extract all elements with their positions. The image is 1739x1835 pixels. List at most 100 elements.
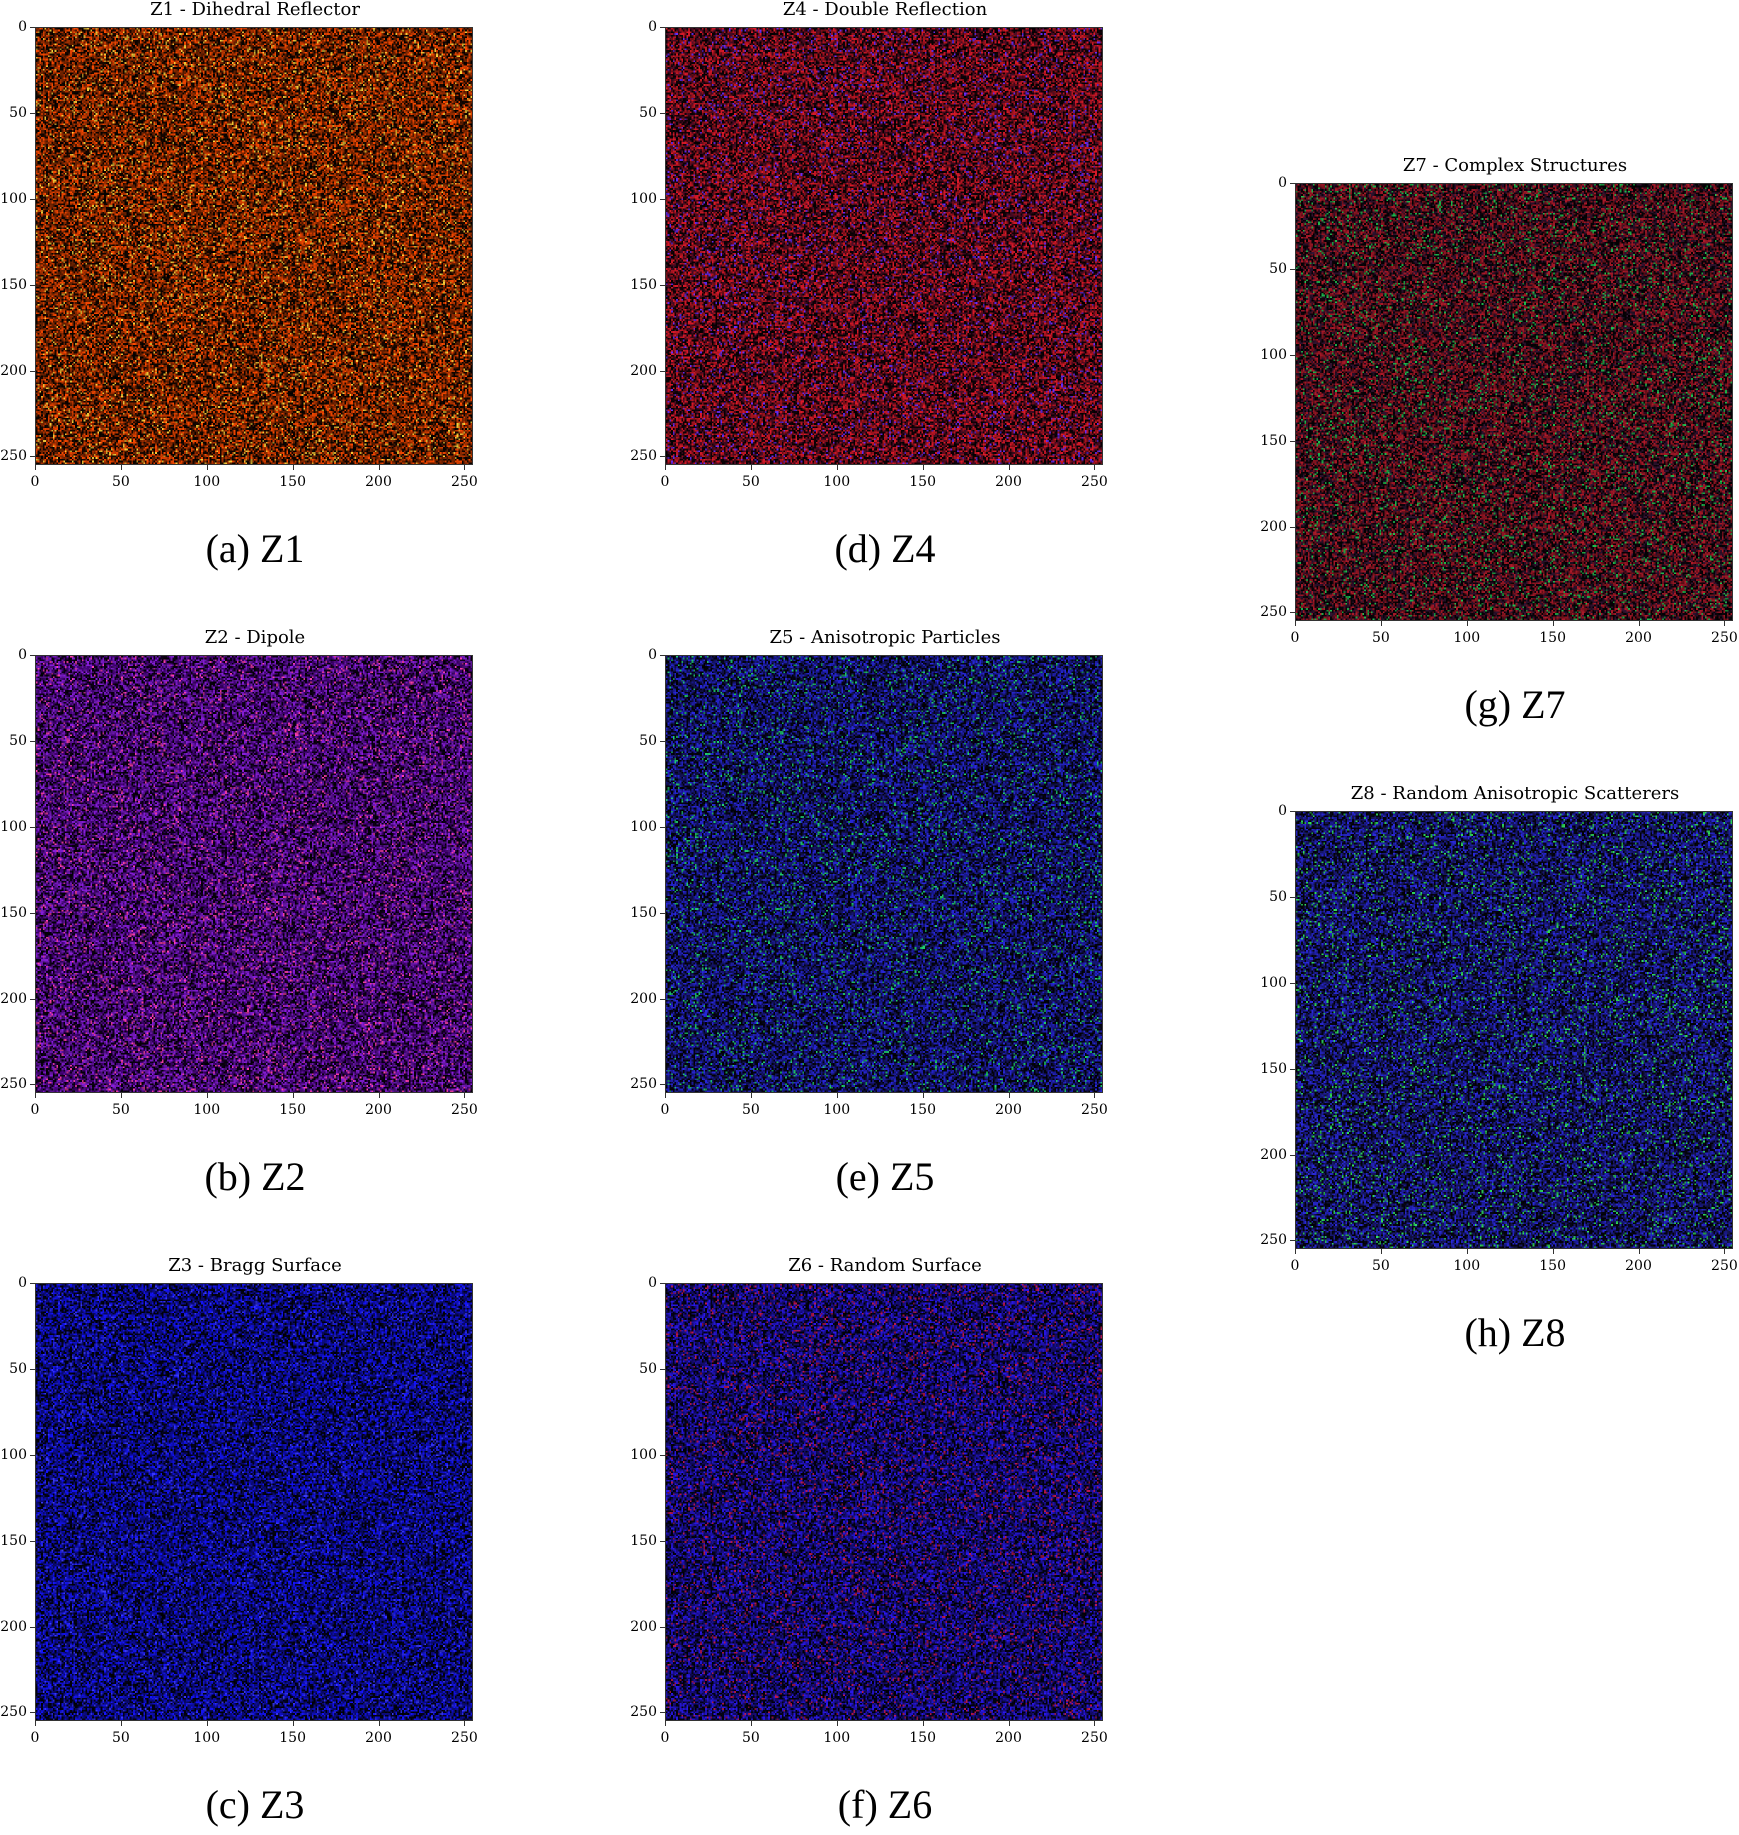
x-tick-label: 100: [817, 475, 857, 489]
y-tick-label: 200: [623, 992, 657, 1006]
y-tick: [30, 456, 35, 457]
y-tick-label: 0: [1253, 804, 1287, 818]
x-tick-label: 150: [903, 475, 943, 489]
panel-7: Z7 - Complex Structures 0 50 100 150 200 250 0 5…: [1255, 156, 1735, 716]
x-tick-label: 250: [444, 475, 484, 489]
y-tick-label: 0: [0, 648, 27, 662]
y-tick-label: 200: [0, 364, 27, 378]
heatmap-pixels: [36, 656, 472, 1092]
y-tick-label: 50: [0, 106, 27, 120]
subfigure-caption: (e) Z5: [645, 1155, 1125, 1199]
y-tick-label: 150: [0, 906, 27, 920]
x-tick: [121, 1721, 122, 1726]
x-tick-label: 200: [989, 1731, 1029, 1745]
x-tick: [207, 465, 208, 470]
x-tick: [293, 1721, 294, 1726]
x-tick-label: 200: [1619, 1259, 1659, 1273]
x-tick: [1639, 621, 1640, 626]
y-tick-label: 50: [0, 734, 27, 748]
x-tick-label: 100: [1447, 631, 1487, 645]
y-tick: [1290, 811, 1295, 812]
x-tick-label: 0: [1275, 631, 1315, 645]
panel-4: Z4 - Double Reflection 0 50 100 150 200 250 0 50…: [625, 0, 1105, 560]
x-tick-label: 0: [15, 1731, 55, 1745]
x-tick-label: 150: [903, 1103, 943, 1117]
y-tick-label: 200: [1253, 1148, 1287, 1162]
y-tick-label: 200: [1253, 520, 1287, 534]
y-tick-label: 100: [623, 192, 657, 206]
x-tick: [1553, 621, 1554, 626]
x-tick-label: 50: [101, 1731, 141, 1745]
y-tick-label: 100: [1253, 976, 1287, 990]
x-tick-label: 50: [731, 1103, 771, 1117]
x-tick-label: 150: [273, 475, 313, 489]
x-tick: [1381, 621, 1382, 626]
y-tick-label: 0: [623, 1276, 657, 1290]
x-tick-label: 250: [1074, 1103, 1114, 1117]
heatmap-image: [1295, 811, 1733, 1249]
x-tick-label: 150: [273, 1731, 313, 1745]
x-tick: [665, 465, 666, 470]
x-tick: [1094, 465, 1095, 470]
x-tick-label: 150: [1533, 631, 1573, 645]
heatmap-pixels: [36, 28, 472, 464]
x-tick: [837, 1093, 838, 1098]
y-tick-label: 250: [1253, 605, 1287, 619]
x-tick-label: 50: [1361, 631, 1401, 645]
x-tick-label: 50: [101, 475, 141, 489]
y-tick: [30, 999, 35, 1000]
y-tick-label: 100: [1253, 348, 1287, 362]
x-tick-label: 100: [187, 1731, 227, 1745]
x-tick-label: 200: [989, 1103, 1029, 1117]
x-tick-label: 150: [273, 1103, 313, 1117]
x-tick: [1094, 1721, 1095, 1726]
y-tick: [1290, 183, 1295, 184]
x-tick: [751, 465, 752, 470]
x-tick: [751, 1093, 752, 1098]
x-tick-label: 150: [1533, 1259, 1573, 1273]
y-tick: [1290, 612, 1295, 613]
x-tick-label: 0: [15, 1103, 55, 1117]
x-tick: [923, 1721, 924, 1726]
y-tick-label: 150: [623, 906, 657, 920]
x-tick-label: 50: [731, 1731, 771, 1745]
y-tick: [1290, 269, 1295, 270]
heatmap-pixels: [36, 1284, 472, 1720]
y-tick: [30, 827, 35, 828]
y-tick: [1290, 1155, 1295, 1156]
x-tick: [121, 465, 122, 470]
subfigure-caption: (h) Z8: [1275, 1311, 1739, 1355]
x-tick: [837, 465, 838, 470]
chart-title: Z2 - Dipole: [15, 628, 495, 648]
subfigure-caption: (d) Z4: [645, 527, 1125, 571]
x-tick: [1009, 1093, 1010, 1098]
y-tick: [660, 913, 665, 914]
panel-1: Z1 - Dihedral Reflector 0 50 100 150 200 250 0 5…: [0, 0, 475, 560]
y-tick: [30, 371, 35, 372]
y-tick: [660, 1455, 665, 1456]
x-tick: [837, 1721, 838, 1726]
x-tick-label: 100: [1447, 1259, 1487, 1273]
x-tick-label: 200: [359, 1103, 399, 1117]
y-tick-label: 100: [0, 820, 27, 834]
y-tick: [660, 1084, 665, 1085]
chart-title: Z4 - Double Reflection: [645, 0, 1125, 20]
x-tick-label: 100: [187, 1103, 227, 1117]
y-tick: [30, 655, 35, 656]
panel-6: Z6 - Random Surface 0 50 100 150 200 250 0 50 100…: [625, 1256, 1105, 1816]
x-tick: [923, 465, 924, 470]
heatmap-image: [665, 655, 1103, 1093]
x-tick: [293, 465, 294, 470]
y-tick-label: 150: [1253, 1062, 1287, 1076]
x-tick: [1639, 1249, 1640, 1254]
x-tick: [379, 465, 380, 470]
y-tick-label: 150: [0, 278, 27, 292]
x-tick: [751, 1721, 752, 1726]
subfigure-caption: (c) Z3: [15, 1783, 495, 1827]
y-tick: [1290, 527, 1295, 528]
x-tick-label: 200: [1619, 631, 1659, 645]
x-tick-label: 150: [903, 1731, 943, 1745]
y-tick: [30, 27, 35, 28]
y-tick: [30, 1369, 35, 1370]
x-tick: [207, 1093, 208, 1098]
